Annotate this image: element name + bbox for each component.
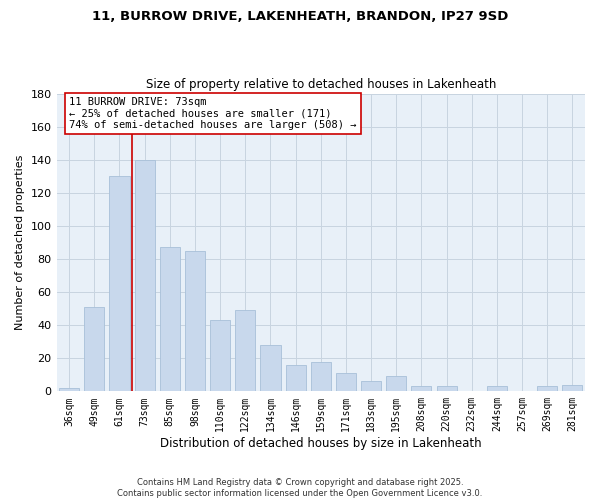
Bar [386, 376, 406, 392]
Bar [134, 160, 155, 392]
Text: 11 BURROW DRIVE: 73sqm
← 25% of detached houses are smaller (171)
74% of semi-de: 11 BURROW DRIVE: 73sqm ← 25% of detached… [69, 97, 356, 130]
Title: Size of property relative to detached houses in Lakenheath: Size of property relative to detached ho… [146, 78, 496, 91]
Bar [235, 310, 256, 392]
Bar [84, 307, 104, 392]
Bar [336, 373, 356, 392]
Bar [537, 386, 557, 392]
Y-axis label: Number of detached properties: Number of detached properties [15, 155, 25, 330]
Bar [361, 382, 381, 392]
Bar [412, 386, 431, 392]
Bar [160, 248, 180, 392]
Bar [109, 176, 130, 392]
Text: 11, BURROW DRIVE, LAKENHEATH, BRANDON, IP27 9SD: 11, BURROW DRIVE, LAKENHEATH, BRANDON, I… [92, 10, 508, 23]
Bar [185, 250, 205, 392]
Bar [437, 386, 457, 392]
X-axis label: Distribution of detached houses by size in Lakenheath: Distribution of detached houses by size … [160, 437, 482, 450]
Bar [59, 388, 79, 392]
Bar [260, 345, 281, 392]
Bar [487, 386, 507, 392]
Bar [311, 362, 331, 392]
Bar [286, 365, 305, 392]
Bar [562, 384, 583, 392]
Bar [210, 320, 230, 392]
Text: Contains HM Land Registry data © Crown copyright and database right 2025.
Contai: Contains HM Land Registry data © Crown c… [118, 478, 482, 498]
